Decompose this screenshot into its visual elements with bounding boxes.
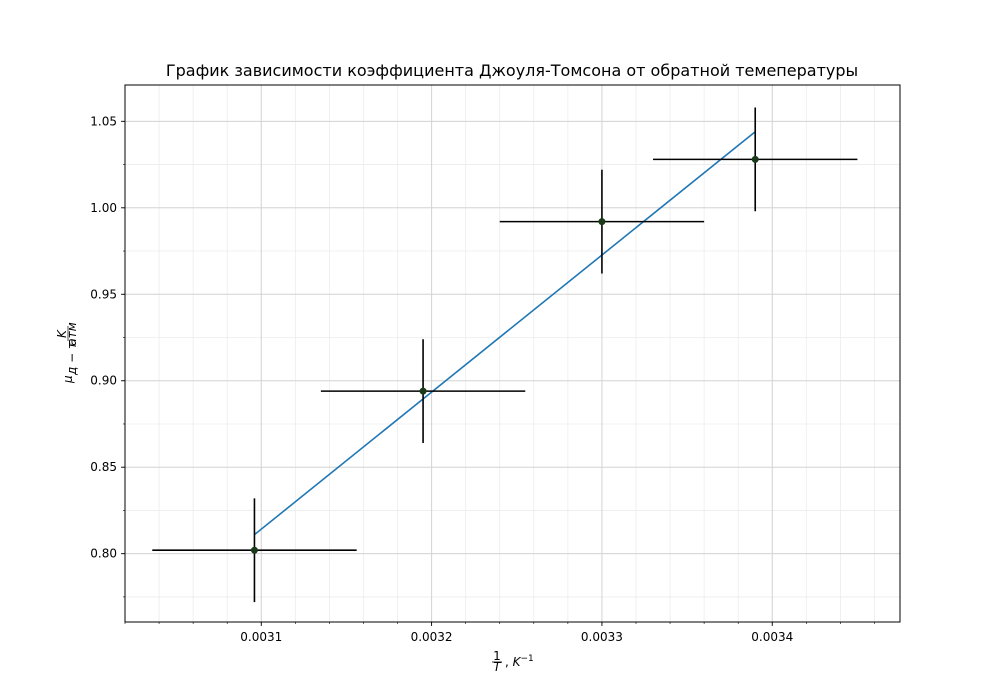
y-label-denominator: атм [65,322,79,345]
data-point [250,546,258,554]
minor-grid [124,85,900,622]
data-point [751,155,759,163]
data-point [419,387,427,395]
y-tick-label: 0.85 [90,460,117,474]
plot-frame [124,84,901,623]
markers-group [250,155,759,554]
y-tick-label: 0.80 [90,547,117,561]
fit-line-group [253,131,756,536]
x-tick-label: 0.0034 [751,630,793,644]
x-axis-label: 1 T , K−1 [492,649,534,674]
major-grid [125,85,900,622]
x-tick-label: 0.0033 [581,630,623,644]
fit-line [253,131,756,536]
x-label-unit: , K−1 [505,654,534,669]
y-tick-label: 1.05 [90,114,117,128]
x-label-denominator: T [493,660,502,674]
x-tick-label: 0.0031 [240,630,282,644]
y-axis-label: μ д − т , K атм [55,322,79,384]
y-label-comma: , [61,343,75,347]
y-tick-label: 0.90 [90,374,117,388]
x-tick-label: 0.0032 [411,630,453,644]
chart-title: График зависимости коэффициента Джоуля-Т… [166,61,858,80]
errorbars-group [152,107,858,603]
y-label-numerator: K [55,329,69,338]
y-tick-label: 0.95 [90,287,117,301]
ticks-group: 0.0031 0.0032 0.0033 0.0034 0.80 0.85 0.90 0.95… [90,114,875,644]
data-point [598,218,606,226]
y-tick-label: 1.00 [90,201,117,215]
y-label-subscript: д − т [65,341,79,376]
x-label-numerator: 1 [493,649,501,663]
y-label-mu: μ [61,375,75,384]
